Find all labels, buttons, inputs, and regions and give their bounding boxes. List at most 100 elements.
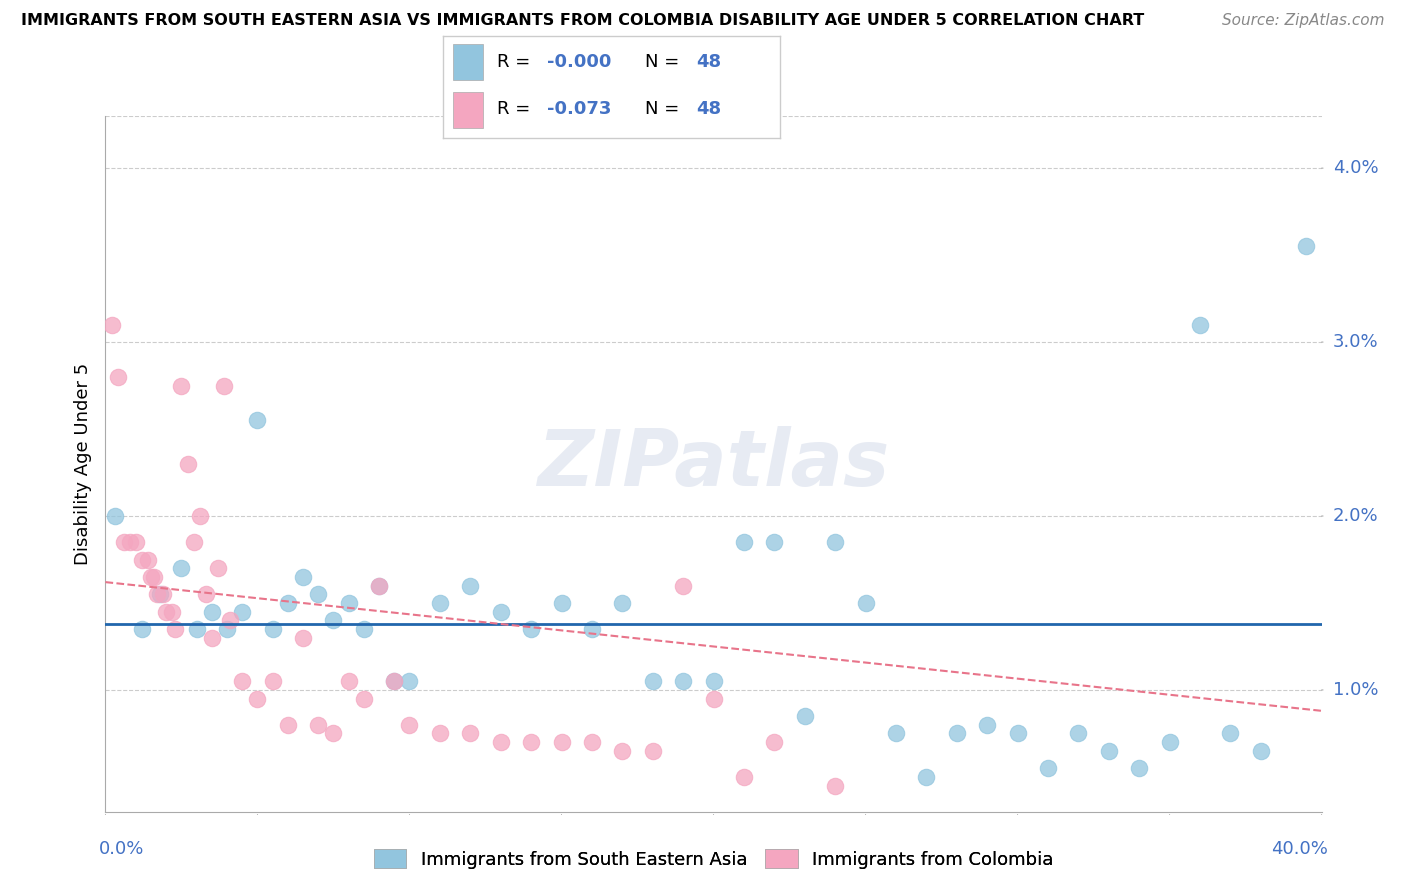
Text: IMMIGRANTS FROM SOUTH EASTERN ASIA VS IMMIGRANTS FROM COLOMBIA DISABILITY AGE UN: IMMIGRANTS FROM SOUTH EASTERN ASIA VS IM… (21, 13, 1144, 29)
Point (112, 535, 135, 549)
Text: R =: R = (496, 53, 536, 70)
Point (207, 561, 229, 575)
Point (217, 622, 239, 636)
Point (353, 622, 375, 636)
Point (550, 735, 572, 749)
Point (550, 596, 572, 610)
Point (733, 770, 755, 784)
Point (368, 578, 391, 592)
Point (793, 709, 815, 723)
Point (231, 674, 253, 689)
Point (262, 674, 284, 689)
Point (143, 570, 166, 584)
Text: 1.0%: 1.0% (1333, 681, 1378, 699)
Point (824, 535, 846, 549)
Point (292, 631, 315, 645)
Point (398, 717, 420, 731)
Point (763, 735, 786, 749)
Text: 48: 48 (696, 100, 721, 118)
Point (641, 674, 664, 689)
Text: 2.0%: 2.0% (1333, 507, 1378, 525)
Point (322, 726, 344, 740)
Point (100, 318, 122, 332)
Point (1219, 726, 1241, 740)
Point (612, 596, 634, 610)
Point (945, 726, 967, 740)
Text: 4.0%: 4.0% (1333, 159, 1378, 178)
Point (107, 369, 129, 384)
FancyBboxPatch shape (453, 44, 484, 79)
Point (1098, 744, 1121, 758)
Point (201, 631, 224, 645)
Point (398, 674, 420, 689)
Point (520, 622, 543, 636)
Point (1036, 761, 1059, 775)
Point (976, 717, 998, 731)
Point (231, 605, 253, 619)
Point (368, 578, 391, 592)
Point (186, 622, 208, 636)
Point (489, 735, 512, 749)
Point (763, 535, 786, 549)
Point (1067, 726, 1090, 740)
Point (118, 535, 141, 549)
Point (1007, 726, 1029, 740)
Point (458, 726, 481, 740)
Point (162, 605, 184, 619)
Point (131, 622, 153, 636)
Point (176, 457, 198, 471)
Point (246, 691, 269, 706)
Point (322, 614, 344, 628)
Point (382, 674, 405, 689)
Point (292, 570, 315, 584)
Point (277, 596, 299, 610)
Point (581, 735, 603, 749)
Point (672, 578, 695, 592)
Point (489, 605, 512, 619)
Text: 48: 48 (696, 53, 721, 70)
Point (1128, 761, 1150, 775)
Text: 40.0%: 40.0% (1271, 839, 1327, 857)
Point (824, 779, 846, 793)
Point (915, 770, 938, 784)
Point (165, 622, 187, 636)
Point (702, 691, 725, 706)
Text: N =: N = (645, 100, 685, 118)
Point (641, 744, 664, 758)
Point (188, 508, 211, 523)
Point (131, 552, 153, 566)
Point (194, 587, 217, 601)
Text: -0.073: -0.073 (547, 100, 612, 118)
Point (581, 622, 603, 636)
Point (884, 726, 907, 740)
Text: Source: ZipAtlas.com: Source: ZipAtlas.com (1222, 13, 1385, 29)
Point (429, 596, 451, 610)
Point (702, 674, 725, 689)
Point (152, 587, 174, 601)
Point (201, 605, 224, 619)
Point (146, 587, 169, 601)
Point (277, 717, 299, 731)
Text: -0.000: -0.000 (547, 53, 612, 70)
Legend: Immigrants from South Eastern Asia, Immigrants from Colombia: Immigrants from South Eastern Asia, Immi… (367, 842, 1060, 876)
Point (307, 717, 329, 731)
Point (136, 552, 159, 566)
Point (672, 674, 695, 689)
Point (520, 735, 543, 749)
Point (458, 578, 481, 592)
Point (429, 726, 451, 740)
Text: R =: R = (496, 100, 536, 118)
Point (382, 674, 405, 689)
Point (170, 378, 193, 392)
Text: N =: N = (645, 53, 685, 70)
Point (219, 614, 242, 628)
Text: ZIPatlas: ZIPatlas (537, 425, 890, 502)
Point (183, 535, 205, 549)
Point (1159, 735, 1181, 749)
Point (246, 413, 269, 427)
Point (125, 535, 148, 549)
Point (139, 570, 162, 584)
Point (1250, 744, 1272, 758)
Point (262, 622, 284, 636)
Point (155, 605, 177, 619)
